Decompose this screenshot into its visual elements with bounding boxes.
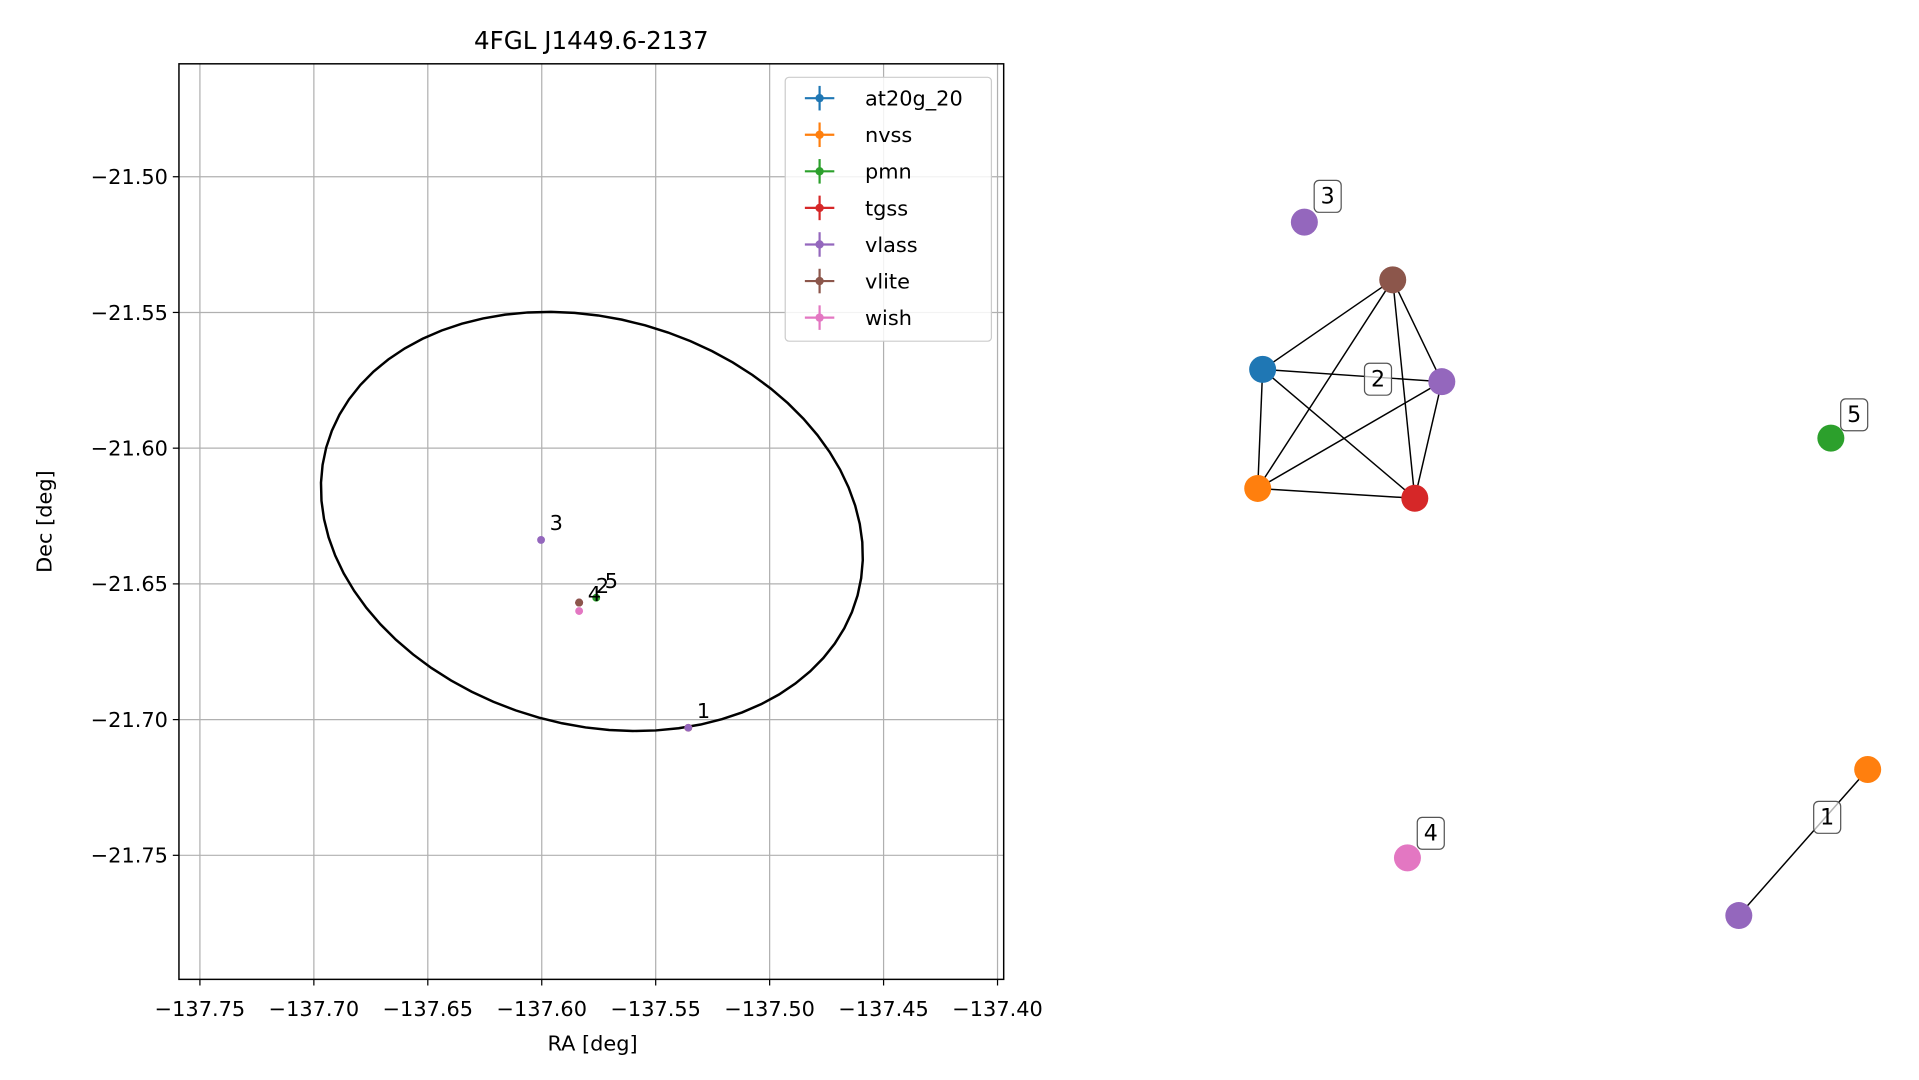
axes-frame: [178, 63, 1005, 981]
point-label: 5: [605, 569, 618, 593]
x-tick-label: −137.40: [952, 997, 1042, 1021]
graph-node: [1401, 484, 1429, 512]
graph-node: [1817, 424, 1845, 452]
graph-node: [1290, 208, 1318, 236]
group-label-box: [1813, 800, 1842, 834]
group-label-box: [1840, 398, 1869, 432]
group-label-box: [1363, 362, 1393, 396]
x-tick-label: −137.50: [724, 997, 814, 1021]
y-tick-label: −21.65: [91, 572, 168, 596]
graph-edge: [1262, 279, 1394, 371]
graph-edge: [1392, 279, 1443, 383]
graph-node: [1379, 266, 1407, 294]
legend-label: at20g_20: [865, 87, 963, 112]
graph-edge: [1257, 279, 1394, 489]
graph-edge: [1262, 368, 1416, 499]
source-point: [575, 598, 584, 607]
graph-edge: [1257, 381, 1443, 490]
point-label: 3: [550, 511, 563, 535]
graph-edge: [1257, 487, 1415, 500]
graph-node: [1393, 844, 1421, 872]
legend-marker: [815, 167, 824, 176]
y-axis-label: Dec [deg]: [32, 470, 56, 573]
legend-label: wish: [865, 306, 912, 330]
point-label: 4: [588, 582, 601, 606]
graph-edge: [1256, 369, 1264, 489]
group-label-box: [1313, 179, 1342, 213]
source-point: [684, 723, 693, 732]
y-tick-label: −21.55: [91, 301, 168, 325]
point-label: 2: [596, 574, 609, 598]
y-tick-label: −21.60: [91, 437, 168, 461]
x-tick-label: −137.55: [610, 997, 700, 1021]
y-tick-label: −21.75: [91, 844, 168, 868]
y-tick-label: −21.50: [91, 165, 168, 189]
legend-marker: [815, 130, 824, 139]
graph-node: [1244, 474, 1272, 502]
legend-marker: [815, 313, 824, 322]
legend-marker: [815, 94, 824, 103]
graph-edge: [1262, 368, 1442, 383]
group-label: 5: [1847, 402, 1861, 428]
legend-box: [784, 76, 993, 342]
legend-label: vlite: [865, 269, 910, 293]
legend-marker: [815, 276, 824, 286]
graph-node: [1725, 902, 1753, 930]
legend-marker: [815, 203, 824, 213]
x-tick-label: −137.60: [497, 997, 587, 1021]
legend-label: nvss: [865, 123, 912, 147]
group-label: 1: [1820, 805, 1834, 831]
chart-title: 4FGL J1449.6-2137: [474, 26, 709, 55]
group-label: 3: [1321, 184, 1335, 210]
source-point: [592, 593, 601, 602]
point-label: 1: [697, 699, 710, 723]
group-label: 4: [1424, 821, 1438, 847]
group-label-box: [1416, 816, 1445, 850]
graph-node: [1854, 756, 1882, 783]
x-tick-label: −137.75: [155, 997, 245, 1021]
localization-ellipse: [319, 310, 865, 733]
y-tick-label: −21.70: [91, 708, 168, 732]
graph-node: [1428, 368, 1456, 396]
x-tick-label: −137.45: [838, 997, 928, 1021]
x-axis-label: RA [deg]: [547, 1032, 637, 1056]
source-point: [575, 607, 584, 615]
group-label: 2: [1371, 367, 1385, 393]
legend-label: pmn: [865, 160, 912, 184]
graph-edge: [1391, 279, 1416, 499]
source-point: [537, 535, 545, 544]
x-tick-label: −137.65: [383, 997, 473, 1021]
legend-label: tgss: [865, 196, 908, 220]
graph-edge: [1414, 381, 1443, 499]
x-tick-label: −137.70: [269, 997, 359, 1021]
graph-edge: [1738, 769, 1869, 917]
legend-label: vlass: [865, 233, 918, 257]
legend-marker: [815, 240, 824, 249]
graph-node: [1249, 355, 1277, 383]
